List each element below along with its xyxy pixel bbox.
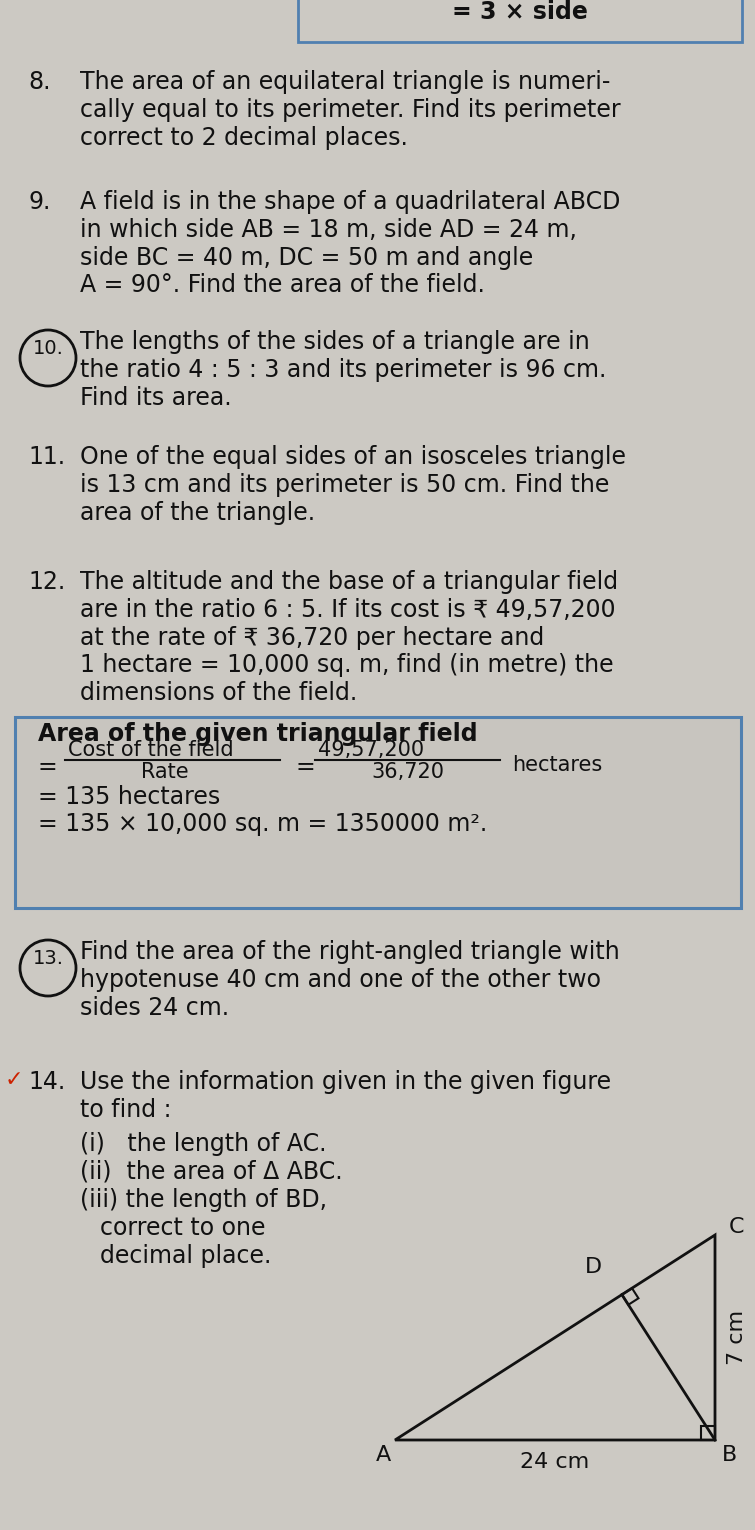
Text: Area of the given triangular field: Area of the given triangular field [38,722,478,747]
Text: 9.: 9. [28,190,51,214]
Text: The altitude and the base of a triangular field
are in the ratio 6 : 5. If its c: The altitude and the base of a triangula… [80,571,618,705]
FancyBboxPatch shape [15,718,741,907]
FancyBboxPatch shape [298,0,742,41]
Text: 12.: 12. [28,571,65,594]
Text: One of the equal sides of an isosceles triangle
is 13 cm and its perimeter is 50: One of the equal sides of an isosceles t… [80,445,626,525]
Text: Use the information given in the given figure
to find :: Use the information given in the given f… [80,1069,611,1121]
Text: =: = [295,754,315,779]
Text: =: = [38,754,57,779]
Text: ✓: ✓ [5,1069,23,1089]
Text: hectares: hectares [512,754,602,776]
Text: 11.: 11. [28,445,65,470]
Text: 49,57,200: 49,57,200 [318,741,424,760]
Text: = 3 × side: = 3 × side [452,0,588,24]
Text: 8.: 8. [28,70,51,93]
Text: Rate: Rate [141,762,189,782]
Text: B: B [721,1444,737,1466]
Text: A field is in the shape of a quadrilateral ABCD
in which side AB = 18 m, side AD: A field is in the shape of a quadrilater… [80,190,621,297]
Text: (iii) the length of BD,: (iii) the length of BD, [80,1187,327,1212]
Text: C: C [729,1216,744,1236]
Text: 13.: 13. [32,949,63,967]
Text: 24 cm: 24 cm [520,1452,590,1472]
Text: 10.: 10. [32,338,63,358]
Text: 14.: 14. [28,1069,65,1094]
Text: The area of an equilateral triangle is numeri-
cally equal to its perimeter. Fin: The area of an equilateral triangle is n… [80,70,621,150]
Text: correct to one: correct to one [100,1216,266,1239]
Text: The lengths of the sides of a triangle are in
the ratio 4 : 5 : 3 and its perime: The lengths of the sides of a triangle a… [80,330,606,410]
Text: decimal place.: decimal place. [100,1244,271,1268]
Text: (ii)  the area of Δ ABC.: (ii) the area of Δ ABC. [80,1160,343,1184]
Text: 7 cm: 7 cm [727,1310,747,1365]
Text: A: A [375,1444,390,1466]
Text: Find the area of the right-angled triangle with
hypotenuse 40 cm and one of the : Find the area of the right-angled triang… [80,939,620,1019]
Text: = 135 × 10,000 sq. m = 1350000 m².: = 135 × 10,000 sq. m = 1350000 m². [38,812,487,835]
Text: 36,720: 36,720 [371,762,445,782]
Text: Cost of the field: Cost of the field [68,741,233,760]
Text: (i)   the length of AC.: (i) the length of AC. [80,1132,326,1157]
Text: D: D [585,1256,602,1276]
Text: = 135 hectares: = 135 hectares [38,785,220,809]
